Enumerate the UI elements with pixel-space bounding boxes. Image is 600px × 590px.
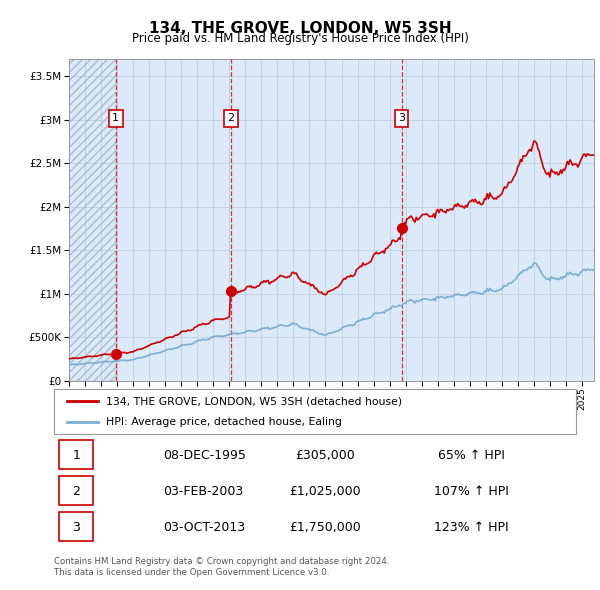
Text: 3: 3 [72,521,80,534]
Text: 123% ↑ HPI: 123% ↑ HPI [434,521,509,534]
Text: £1,750,000: £1,750,000 [290,521,361,534]
Text: 3: 3 [398,113,405,123]
FancyBboxPatch shape [59,512,93,542]
Text: 1: 1 [72,448,80,461]
FancyBboxPatch shape [59,476,93,506]
Text: 134, THE GROVE, LONDON, W5 3SH: 134, THE GROVE, LONDON, W5 3SH [149,21,451,36]
Text: 1: 1 [112,113,119,123]
Bar [69,59,116,381]
Text: 03-OCT-2013: 03-OCT-2013 [164,521,246,534]
Text: 134, THE GROVE, LONDON, W5 3SH (detached house): 134, THE GROVE, LONDON, W5 3SH (detached… [106,396,403,407]
FancyBboxPatch shape [54,389,576,434]
Text: 08-DEC-1995: 08-DEC-1995 [164,448,247,461]
Text: 03-FEB-2003: 03-FEB-2003 [164,484,244,498]
Text: HPI: Average price, detached house, Ealing: HPI: Average price, detached house, Eali… [106,417,342,427]
Text: £1,025,000: £1,025,000 [290,484,361,498]
Text: Price paid vs. HM Land Registry's House Price Index (HPI): Price paid vs. HM Land Registry's House … [131,32,469,45]
FancyBboxPatch shape [59,440,93,470]
Text: Contains HM Land Registry data © Crown copyright and database right 2024.: Contains HM Land Registry data © Crown c… [54,557,389,566]
Text: This data is licensed under the Open Government Licence v3.0.: This data is licensed under the Open Gov… [54,568,329,577]
Text: 65% ↑ HPI: 65% ↑ HPI [438,448,505,461]
Text: 2: 2 [72,484,80,498]
Text: 107% ↑ HPI: 107% ↑ HPI [434,484,509,498]
Text: 2: 2 [227,113,234,123]
Text: £305,000: £305,000 [296,448,355,461]
